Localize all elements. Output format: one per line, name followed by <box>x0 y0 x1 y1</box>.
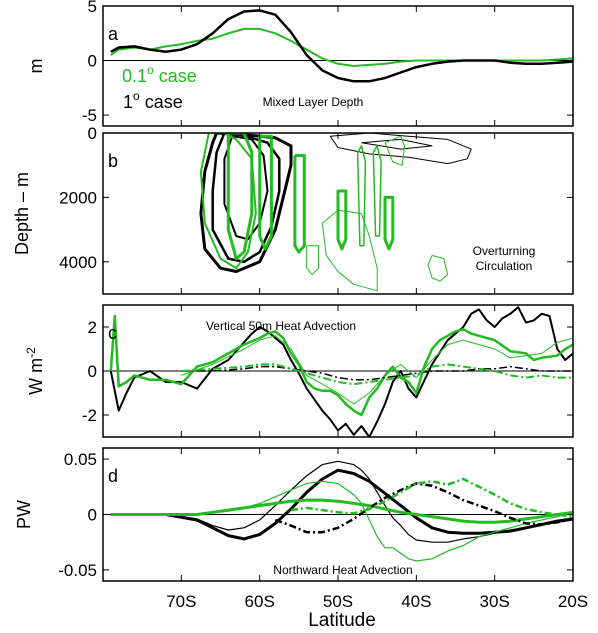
series-line-1 <box>109 314 573 417</box>
series-group <box>109 306 573 437</box>
series-line-2 <box>110 498 573 524</box>
y-tick-label: 0.05 <box>64 450 97 469</box>
contour-16 <box>384 135 406 166</box>
contour-10 <box>383 195 395 251</box>
y-tick-label: 2000 <box>59 188 97 207</box>
panel-b: 0 2000 4000 Depth – m b OverturningCirculatio… <box>12 124 574 295</box>
contour-6 <box>258 134 273 251</box>
panel-annotation: Mixed Layer Depth <box>263 95 364 109</box>
x-tick-label: 50S <box>323 592 353 611</box>
contour-13 <box>321 209 378 292</box>
y-tick-label: 0 <box>88 506 97 525</box>
y-axis-label: Depth – m <box>12 172 32 255</box>
y-tick-label: 2 <box>88 318 97 337</box>
panel-letter: c <box>108 323 117 343</box>
y-tick-label: 0 <box>88 124 97 143</box>
contour-0 <box>199 133 293 273</box>
y-tick-label: -2 <box>82 406 97 425</box>
series-line-0 <box>110 468 573 541</box>
series-line-2 <box>181 335 573 405</box>
contour-11 <box>356 145 367 247</box>
contour-4 <box>361 138 433 150</box>
x-tick-label: 30S <box>480 592 510 611</box>
panel-letter: a <box>108 24 119 44</box>
panel-annotation: Northward Heat Advection <box>273 563 412 577</box>
x-tick-label: 20S <box>558 592 588 611</box>
y-tick-label: 0 <box>88 362 97 381</box>
series-line-1 <box>110 460 573 543</box>
x-tick-label: 70S <box>166 592 196 611</box>
series-line-5 <box>290 477 573 518</box>
contour-3 <box>329 133 472 165</box>
panel-annotation: Vertical 50m Heat Advection <box>206 319 356 333</box>
x-tick-label: 40S <box>401 592 431 611</box>
series-line-0 <box>109 306 573 437</box>
panel-letter: b <box>108 151 118 171</box>
series-line-3 <box>181 365 573 381</box>
y-tick-label: 0 <box>88 52 97 71</box>
contour-12 <box>372 145 382 237</box>
series-line-4 <box>181 363 573 386</box>
panel-annotation: Overturning <box>473 244 536 258</box>
contour-1 <box>211 133 281 264</box>
panel-annotation: Circulation <box>476 259 533 273</box>
series-line-4 <box>274 482 573 534</box>
y-axis-label: W m-2 <box>24 347 46 395</box>
series-group <box>110 9 573 83</box>
x-axis-label: Latitude <box>308 610 376 631</box>
panel-a: -5 0 5 m a Mixed Layer Depth 0.1o case 1o case <box>26 0 574 127</box>
series-group <box>199 133 472 292</box>
contour-14 <box>306 245 319 276</box>
legend-entry: 0.1o case <box>122 63 197 86</box>
panel-d: 70S 60S 50S 40S 30S 20S -0.05 0 0.05 PW d Northward… <box>14 447 588 611</box>
series-line-1 <box>110 9 573 83</box>
y-axis-label: PW <box>14 500 34 529</box>
contour-7 <box>293 154 306 254</box>
y-tick-label: 5 <box>88 0 97 16</box>
y-tick-label: -5 <box>82 106 97 125</box>
contour-8 <box>199 133 257 270</box>
contour-2 <box>223 135 269 241</box>
contour-5 <box>226 133 254 261</box>
legend-entry: 1o case <box>123 89 183 112</box>
y-tick-label: 4000 <box>59 253 97 272</box>
y-axis-label: m <box>26 59 46 74</box>
panel-c: -2 0 2 W m-2 c Vertical 50m Heat Advection <box>24 304 574 438</box>
series-line-3 <box>196 480 573 562</box>
x-tick-label: 60S <box>245 592 275 611</box>
y-tick-label: -0.05 <box>58 561 97 580</box>
panel-letter: d <box>108 466 118 486</box>
y-axis-label-superscript: -2 <box>24 347 38 358</box>
contour-15 <box>427 254 449 282</box>
series-group <box>110 460 573 562</box>
contour-9 <box>336 189 348 251</box>
